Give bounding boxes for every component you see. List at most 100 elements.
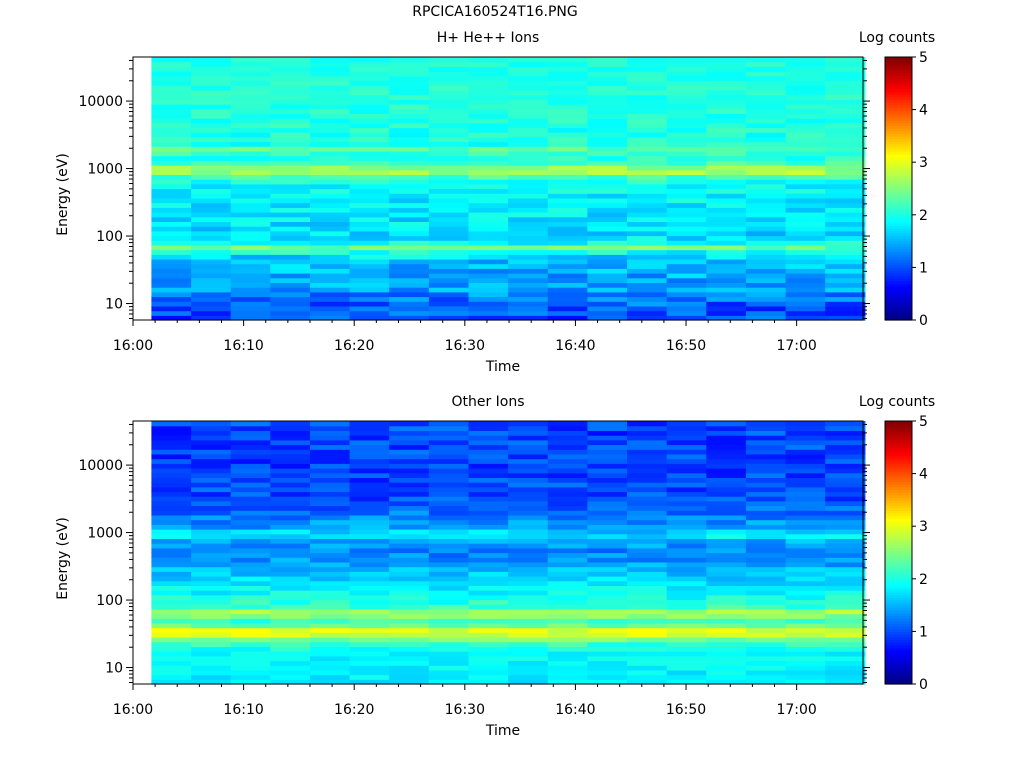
heatmap-cell xyxy=(468,543,509,549)
heatmap-cell xyxy=(627,80,668,86)
heatmap-cell xyxy=(468,136,509,143)
heatmap-cell xyxy=(191,89,232,96)
heatmap-cell xyxy=(468,277,509,283)
heatmap-cell xyxy=(627,655,668,662)
heatmap-cell xyxy=(310,282,351,288)
heatmap-cell xyxy=(508,57,549,63)
heatmap-cell xyxy=(745,585,787,591)
heatmap-cell xyxy=(785,169,826,175)
heatmap-cell xyxy=(310,221,351,227)
heatmap-cell xyxy=(270,608,311,615)
heatmap-cell xyxy=(468,519,509,525)
heatmap-cell xyxy=(785,482,826,488)
y-tick-label: 1000 xyxy=(87,162,123,178)
y-axis-label: Energy (eV) xyxy=(55,153,71,236)
heatmap-cell xyxy=(825,552,866,558)
heatmap-cell xyxy=(547,618,588,624)
heatmap-cell xyxy=(706,641,747,647)
heatmap-cell xyxy=(230,651,271,657)
heatmap-cell xyxy=(349,136,390,143)
heatmap-cell xyxy=(547,244,588,251)
colorbar-swatch xyxy=(885,298,912,303)
heatmap-cell xyxy=(508,543,549,549)
heatmap-cell xyxy=(270,66,311,72)
heatmap-cell xyxy=(389,557,430,563)
heatmap-cell xyxy=(508,491,549,497)
heatmap-cell xyxy=(270,655,311,662)
heatmap-cell xyxy=(547,155,588,161)
heatmap-cell xyxy=(468,193,509,199)
heatmap-cell xyxy=(270,590,311,596)
colorbar-swatch xyxy=(885,497,912,501)
heatmap-cell xyxy=(230,287,271,293)
heatmap-cell xyxy=(627,646,668,652)
heatmap-cell xyxy=(587,66,628,72)
heatmap-cell xyxy=(666,258,707,265)
heatmap-cell xyxy=(785,679,826,685)
heatmap-cell xyxy=(745,627,787,633)
heatmap-cell xyxy=(191,655,232,662)
heatmap-cell xyxy=(508,61,549,67)
heatmap-cell xyxy=(825,221,866,227)
heatmap-cell xyxy=(745,160,787,166)
heatmap-cell xyxy=(508,113,549,119)
colorbar-swatch xyxy=(885,447,912,451)
heatmap-cell xyxy=(230,529,271,535)
heatmap-cell xyxy=(191,193,232,199)
colorbar-swatch xyxy=(885,665,912,669)
heatmap-cell xyxy=(508,89,549,96)
heatmap-cell xyxy=(428,594,470,601)
heatmap-cell xyxy=(825,435,866,441)
heatmap-cell xyxy=(310,622,351,629)
heatmap-cell xyxy=(666,169,707,175)
heatmap-cell xyxy=(508,552,549,558)
heatmap-cell xyxy=(270,89,311,96)
heatmap-cell xyxy=(389,160,430,166)
heatmap-cell xyxy=(270,425,311,431)
heatmap-cell xyxy=(389,496,430,502)
heatmap-cell xyxy=(627,604,668,610)
colorbar-swatch xyxy=(885,162,912,166)
colorbar-swatch xyxy=(885,185,912,190)
heatmap-cell xyxy=(745,435,787,441)
heatmap-cell xyxy=(468,226,509,232)
heatmap-cell xyxy=(666,80,707,86)
colorbar-swatch xyxy=(885,301,912,305)
heatmap-cell xyxy=(627,113,668,119)
heatmap-cell xyxy=(349,235,390,241)
heatmap-cell xyxy=(706,258,747,265)
colorbar-swatch xyxy=(885,280,912,284)
heatmap-cell xyxy=(389,472,430,478)
heatmap-cell xyxy=(745,61,787,67)
heatmap-cell xyxy=(349,585,390,591)
heatmap-cell xyxy=(389,113,430,119)
heatmap-cell xyxy=(270,524,311,530)
heatmap-cell xyxy=(745,453,787,460)
colorbar-swatch xyxy=(885,109,912,113)
heatmap-cell xyxy=(508,594,549,601)
heatmap-cell xyxy=(310,174,351,180)
colorbar-swatch xyxy=(885,246,912,250)
heatmap-cell xyxy=(785,113,826,119)
heatmap-cell xyxy=(587,608,628,615)
heatmap-cell xyxy=(508,188,549,194)
heatmap-cell xyxy=(389,613,430,619)
heatmap-cell xyxy=(230,679,271,685)
heatmap-cell xyxy=(547,580,588,586)
heatmap-cell xyxy=(627,463,668,469)
heatmap-cell xyxy=(349,85,390,91)
heatmap-cell xyxy=(389,202,430,208)
heatmap-cell xyxy=(627,305,668,312)
heatmap-cell xyxy=(745,491,787,497)
heatmap-cell xyxy=(547,301,588,307)
heatmap-cell xyxy=(428,136,470,143)
heatmap-cell xyxy=(310,197,351,204)
heatmap-cell xyxy=(587,183,628,190)
heatmap-cell xyxy=(666,519,707,525)
heatmap-cell xyxy=(389,543,430,549)
heatmap-cell xyxy=(547,538,588,544)
heatmap-cell xyxy=(587,529,628,535)
heatmap-cell xyxy=(230,552,271,558)
heatmap-cell xyxy=(587,599,628,605)
heatmap-cell xyxy=(230,674,271,680)
